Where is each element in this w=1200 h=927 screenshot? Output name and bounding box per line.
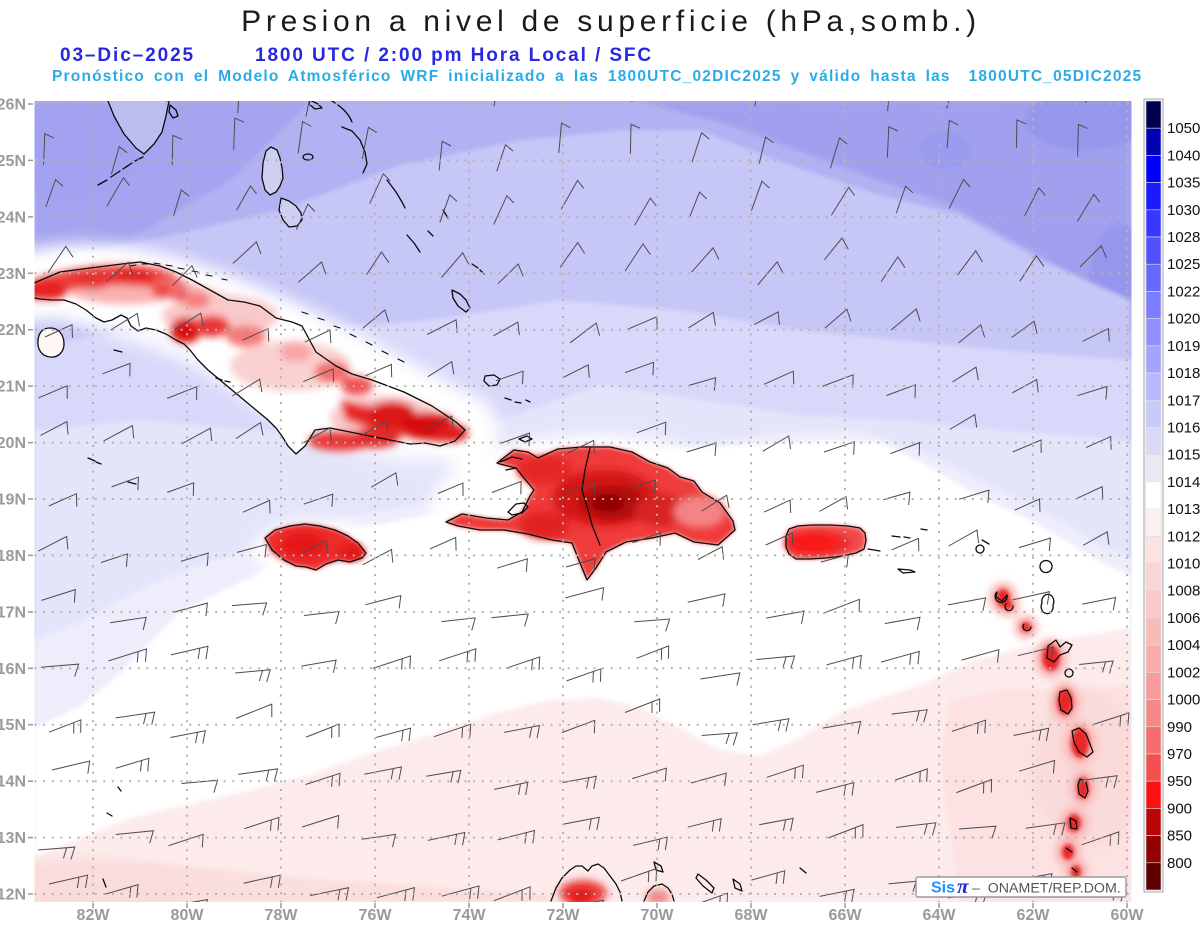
- svg-text:26N: 26N: [0, 97, 26, 114]
- svg-text:23N: 23N: [0, 266, 26, 283]
- svg-text:1015: 1015: [1167, 447, 1200, 464]
- svg-text:Sis: Sis: [931, 880, 955, 897]
- svg-text:1010: 1010: [1167, 556, 1200, 573]
- svg-text:60W: 60W: [1111, 907, 1145, 924]
- svg-text:1030: 1030: [1167, 202, 1200, 219]
- svg-text:1016: 1016: [1167, 420, 1200, 437]
- svg-text:62W: 62W: [1017, 907, 1051, 924]
- svg-text:1002: 1002: [1167, 664, 1200, 681]
- svg-text:15N: 15N: [0, 717, 26, 734]
- svg-text:1006: 1006: [1167, 610, 1200, 627]
- svg-text:1008: 1008: [1167, 583, 1200, 600]
- svg-text:70W: 70W: [641, 907, 675, 924]
- svg-text:1019: 1019: [1167, 338, 1200, 355]
- svg-text:950: 950: [1167, 773, 1192, 790]
- svg-text:80W: 80W: [171, 907, 205, 924]
- svg-text:24N: 24N: [0, 209, 26, 226]
- svg-text:72W: 72W: [547, 907, 581, 924]
- svg-text:Presion a nivel de superficie: Presion a nivel de superficie (hPa,somb.…: [241, 5, 981, 38]
- svg-text:1035: 1035: [1167, 175, 1200, 192]
- svg-text:970: 970: [1167, 746, 1192, 763]
- svg-text:1018: 1018: [1167, 365, 1200, 382]
- svg-text:Pronóstico con el Modelo Atmo: Pronóstico con el Modelo Atmosférico W…: [52, 68, 1142, 85]
- svg-text:1017: 1017: [1167, 392, 1200, 409]
- svg-text:68W: 68W: [735, 907, 769, 924]
- svg-text:25N: 25N: [0, 153, 26, 170]
- svg-text:1028: 1028: [1167, 229, 1200, 246]
- svg-text:1000: 1000: [1167, 692, 1200, 709]
- svg-text:990: 990: [1167, 719, 1192, 736]
- svg-text:66W: 66W: [829, 907, 863, 924]
- svg-text:1004: 1004: [1167, 637, 1200, 654]
- svg-text:1012: 1012: [1167, 528, 1200, 545]
- svg-text:18N: 18N: [0, 548, 26, 565]
- svg-text:1040: 1040: [1167, 147, 1200, 164]
- svg-text:78W: 78W: [265, 907, 299, 924]
- svg-text:03–Dic–2025: 03–Dic–2025: [60, 45, 195, 66]
- svg-text:1025: 1025: [1167, 256, 1200, 273]
- svg-text:14N: 14N: [0, 774, 26, 791]
- svg-text:21N: 21N: [0, 379, 26, 396]
- svg-text:13N: 13N: [0, 830, 26, 847]
- svg-text:1020: 1020: [1167, 311, 1200, 328]
- svg-text:64W: 64W: [923, 907, 957, 924]
- svg-text:17N: 17N: [0, 604, 26, 621]
- svg-text:20N: 20N: [0, 435, 26, 452]
- svg-text:19N: 19N: [0, 492, 26, 509]
- svg-text:16N: 16N: [0, 661, 26, 678]
- svg-text:82W: 82W: [77, 907, 111, 924]
- svg-text:1013: 1013: [1167, 501, 1200, 518]
- svg-text:900: 900: [1167, 800, 1192, 817]
- svg-text:1014: 1014: [1167, 474, 1200, 491]
- svg-text:π: π: [957, 874, 969, 898]
- svg-text:1800 UTC / 2:00 pm Hora Local: 1800 UTC / 2:00 pm Hora Local / SFC: [255, 45, 653, 66]
- svg-text:22N: 22N: [0, 322, 26, 339]
- svg-text:1022: 1022: [1167, 283, 1200, 300]
- svg-text:– ONAMET/REP.DOM.: – ONAMET/REP.DOM.: [972, 881, 1121, 897]
- svg-text:850: 850: [1167, 828, 1192, 845]
- svg-text:800: 800: [1167, 855, 1192, 872]
- svg-text:74W: 74W: [453, 907, 487, 924]
- svg-text:1050: 1050: [1167, 120, 1200, 137]
- svg-text:12N: 12N: [0, 887, 26, 904]
- svg-text:76W: 76W: [359, 907, 393, 924]
